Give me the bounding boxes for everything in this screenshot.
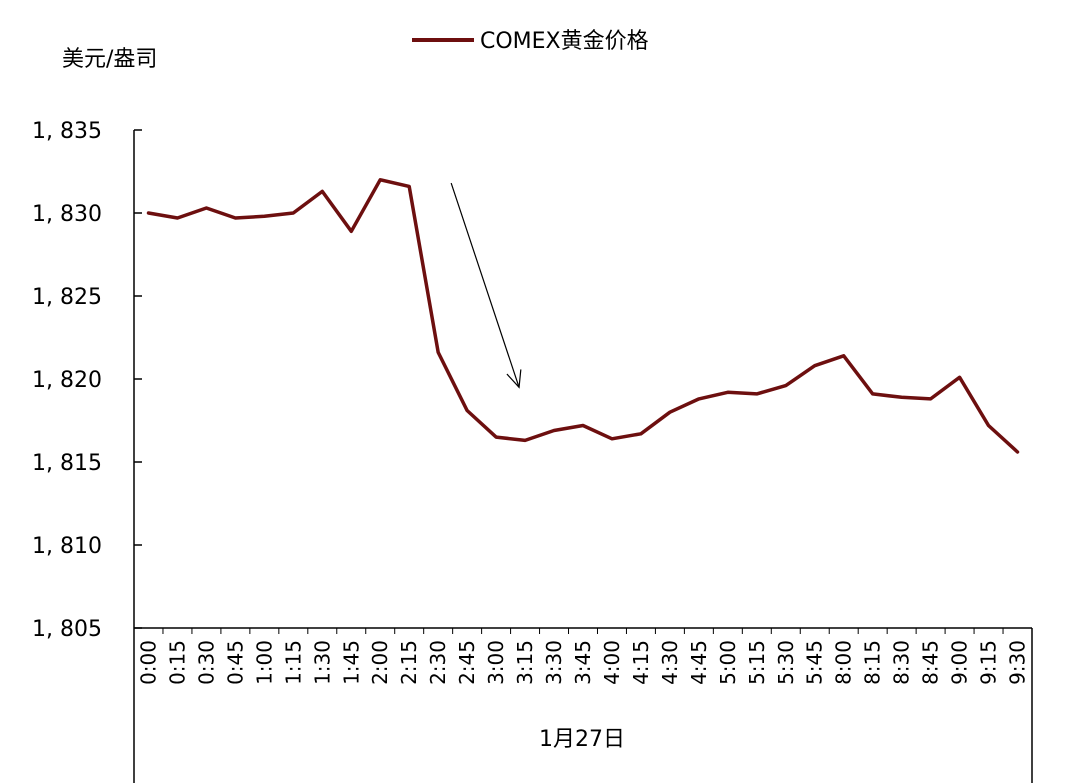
data-point: [871, 392, 875, 396]
data-point: [900, 395, 904, 399]
x-tick-label: 4:30: [658, 640, 682, 685]
data-point: [204, 206, 208, 210]
x-tick-label: 8:30: [890, 640, 914, 685]
data-point: [233, 216, 237, 220]
x-tick-label: 4:15: [629, 640, 653, 685]
data-point: [726, 390, 730, 394]
data-point: [958, 375, 962, 379]
x-tick-label: 8:45: [919, 640, 943, 685]
legend-label: COMEX黄金价格: [480, 29, 649, 54]
x-tick-label: 0:15: [165, 640, 189, 685]
x-tick-label: 1:30: [310, 640, 334, 685]
x-tick-label: 9:15: [977, 640, 1001, 685]
data-point: [668, 410, 672, 414]
x-tick-label: 3:00: [484, 640, 508, 685]
data-point: [465, 409, 469, 413]
data-point: [755, 392, 759, 396]
data-point: [523, 438, 527, 442]
x-tick-label: 1:15: [281, 640, 305, 685]
y-tick-label: 1, 820: [32, 368, 102, 393]
series-line-0: [146, 178, 1020, 454]
y-tick-label: 1, 825: [32, 285, 102, 310]
x-tick-label: 9:30: [1006, 640, 1030, 685]
x-tick-label: 2:30: [426, 640, 450, 685]
x-tick-label: 8:00: [832, 640, 856, 685]
x-axis-ticks: 0:00 0:15 0:30 0:45 1:00 1:15 1:30 1:45 2:00 2:15…: [133, 628, 1033, 685]
x-axis-label: 1月27日: [539, 727, 625, 752]
x-tick-label: 1:45: [339, 640, 363, 685]
data-point: [1016, 450, 1020, 454]
x-tick-label: 3:45: [571, 640, 595, 685]
x-tick-label: 5:15: [745, 640, 769, 685]
y-tick-label: 1, 805: [32, 617, 102, 642]
x-tick-label: 4:00: [600, 640, 624, 685]
trend-arrow-head: [506, 369, 522, 389]
data-point: [407, 184, 411, 188]
x-tick-label: 0:00: [136, 640, 160, 685]
x-tick-label: 3:30: [542, 640, 566, 685]
y-tick-label: 1, 835: [32, 119, 102, 144]
series-layer: [146, 178, 1020, 454]
x-tick-label: 3:15: [513, 640, 537, 685]
y-tick-label: 1, 810: [32, 534, 102, 559]
x-tick-label: 5:45: [803, 640, 827, 685]
x-tick-label: 5:30: [774, 640, 798, 685]
data-point: [610, 437, 614, 441]
y-tick-label: 1, 830: [32, 202, 102, 227]
data-point: [494, 435, 498, 439]
data-point: [262, 214, 266, 218]
data-point: [175, 216, 179, 220]
y-axis-unit-label: 美元/盎司: [62, 47, 157, 72]
data-point: [349, 229, 353, 233]
x-tick-label: 9:00: [948, 640, 972, 685]
x-tick-label: 0:45: [223, 640, 247, 685]
x-tick-label: 8:15: [861, 640, 885, 685]
data-point: [378, 178, 382, 182]
y-axis-ticks: 1, 805 1, 810 1, 815 1, 820 1, 825 1, 830 1, 8…: [32, 119, 142, 642]
x-tick-label: 1:00: [252, 640, 276, 685]
data-point: [146, 211, 150, 215]
data-point: [929, 397, 933, 401]
x-tick-label: 5:00: [716, 640, 740, 685]
data-point: [987, 423, 991, 427]
data-point: [784, 384, 788, 388]
x-tick-label: 2:45: [455, 640, 479, 685]
legend: COMEX黄金价格: [412, 29, 649, 54]
x-tick-label: 2:15: [397, 640, 421, 685]
y-tick-label: 1, 815: [32, 451, 102, 476]
data-point: [842, 354, 846, 358]
data-point: [639, 432, 643, 436]
data-point: [436, 350, 440, 354]
x-tick-label: 0:30: [194, 640, 218, 685]
annotation-layer: [450, 182, 522, 389]
data-point: [581, 423, 585, 427]
data-point: [552, 428, 556, 432]
data-point: [320, 189, 324, 193]
x-tick-label: 2:00: [368, 640, 392, 685]
data-point: [697, 397, 701, 401]
data-point: [813, 364, 817, 368]
data-point: [291, 211, 295, 215]
x-tick-label: 4:45: [687, 640, 711, 685]
trend-arrow-shaft: [450, 182, 520, 388]
